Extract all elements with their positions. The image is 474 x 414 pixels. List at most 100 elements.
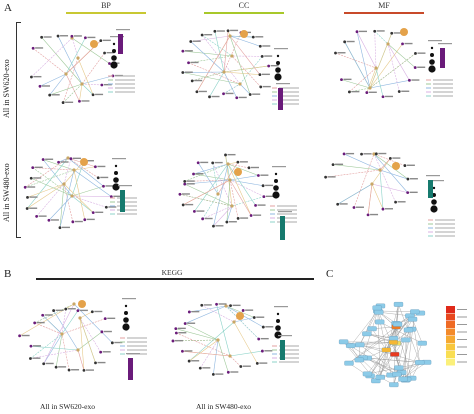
category-legend-text bbox=[279, 91, 299, 93]
term-node bbox=[234, 168, 242, 176]
gene-label-mark bbox=[225, 92, 234, 95]
ppi-node bbox=[407, 316, 418, 322]
gene-node bbox=[262, 195, 266, 199]
network-edge bbox=[79, 311, 93, 319]
gene-node bbox=[90, 310, 94, 314]
gene-node bbox=[102, 184, 105, 188]
gene-node bbox=[61, 101, 65, 104]
gene-label-mark bbox=[256, 316, 265, 318]
category-legend-text bbox=[127, 345, 147, 347]
gene-label-mark bbox=[257, 204, 266, 206]
ppi-edge bbox=[412, 319, 420, 363]
gene-node bbox=[413, 66, 417, 69]
network-edge bbox=[73, 169, 86, 220]
ppi-node bbox=[403, 327, 414, 333]
network-edge bbox=[81, 52, 105, 85]
legend-label-mark bbox=[457, 346, 467, 348]
gene-node bbox=[394, 200, 397, 204]
network-edge bbox=[73, 303, 113, 344]
gene-node bbox=[365, 91, 369, 94]
network-edge bbox=[193, 173, 231, 181]
gene-label-mark bbox=[186, 180, 195, 182]
gene-label-mark bbox=[195, 173, 204, 175]
network-edge bbox=[369, 80, 410, 89]
row-bracket-bottom bbox=[16, 237, 21, 238]
ppi-node bbox=[390, 351, 400, 357]
kegg-title: KEGG bbox=[161, 268, 183, 277]
category-legend-text bbox=[117, 209, 137, 211]
network-edge bbox=[373, 153, 408, 193]
network-edge bbox=[73, 169, 112, 197]
network-edge bbox=[229, 35, 261, 47]
network-edge bbox=[229, 179, 265, 197]
term-node bbox=[80, 158, 88, 166]
gene-label-mark bbox=[339, 203, 348, 205]
network-edge bbox=[63, 158, 72, 185]
network-edge bbox=[71, 195, 107, 208]
ppi-node bbox=[367, 326, 377, 332]
gene-node bbox=[241, 309, 245, 312]
hub-node bbox=[238, 82, 242, 86]
category-legend-text bbox=[279, 99, 299, 101]
network-edge bbox=[182, 72, 241, 85]
gene-node bbox=[229, 304, 232, 308]
gene-node bbox=[340, 78, 343, 82]
gene-label-mark bbox=[38, 215, 47, 217]
legend-swatch bbox=[446, 328, 455, 336]
network-edge bbox=[225, 305, 255, 318]
size-legend-dot bbox=[429, 59, 435, 65]
ppi-node bbox=[354, 357, 364, 363]
ppi-edge bbox=[406, 311, 416, 380]
gene-label-mark bbox=[227, 153, 236, 156]
gene-label-mark bbox=[41, 85, 50, 87]
size-legend-dot bbox=[431, 199, 437, 205]
size-legend-dot bbox=[276, 61, 280, 65]
gene-label-mark bbox=[29, 196, 38, 198]
gene-node bbox=[355, 30, 359, 34]
gene-node bbox=[255, 362, 259, 365]
category-legend-text bbox=[279, 357, 299, 359]
gene-node bbox=[69, 157, 73, 161]
gene-label-mark bbox=[384, 208, 393, 210]
gene-label-mark bbox=[376, 30, 385, 32]
gene-label-mark bbox=[359, 30, 368, 33]
gene-node bbox=[57, 160, 60, 164]
gene-node bbox=[110, 341, 114, 345]
gene-node bbox=[258, 73, 262, 77]
ppi-edge bbox=[367, 357, 392, 376]
ppi-edge bbox=[379, 321, 423, 344]
gene-node bbox=[254, 204, 257, 207]
gene-label-mark bbox=[107, 317, 116, 320]
network-edge bbox=[34, 303, 75, 324]
gene-label-mark bbox=[327, 176, 336, 178]
network-edge bbox=[27, 183, 65, 209]
gene-node bbox=[29, 176, 33, 180]
network-edge bbox=[223, 30, 229, 73]
fold-change-label-mark bbox=[118, 185, 132, 187]
gene-node bbox=[41, 158, 45, 161]
gene-node bbox=[213, 29, 217, 33]
network-edge bbox=[61, 310, 79, 335]
gene-node bbox=[401, 42, 404, 46]
size-legend-dot bbox=[122, 323, 130, 331]
legend-swatch bbox=[446, 358, 455, 366]
gene-node bbox=[261, 184, 265, 188]
gene-label-mark bbox=[346, 152, 355, 155]
kegg-label-sw620: All in SW620-exo bbox=[40, 402, 95, 411]
hub-node bbox=[228, 354, 232, 358]
gene-label-mark bbox=[32, 345, 41, 347]
gene-label-mark bbox=[259, 362, 268, 364]
network-kegg-sw620 bbox=[18, 298, 147, 380]
network-edge bbox=[57, 35, 83, 85]
network-edge bbox=[223, 71, 238, 98]
network-edge bbox=[223, 71, 260, 75]
gene-node bbox=[201, 217, 205, 221]
network-edge bbox=[213, 205, 233, 227]
legend-title-mark bbox=[110, 36, 124, 38]
network-edge bbox=[192, 71, 225, 82]
gene-node bbox=[109, 195, 113, 199]
gene-label-mark bbox=[411, 79, 420, 81]
network-edge bbox=[225, 305, 264, 328]
category-legend-text bbox=[277, 205, 297, 207]
network-edge bbox=[335, 52, 377, 69]
